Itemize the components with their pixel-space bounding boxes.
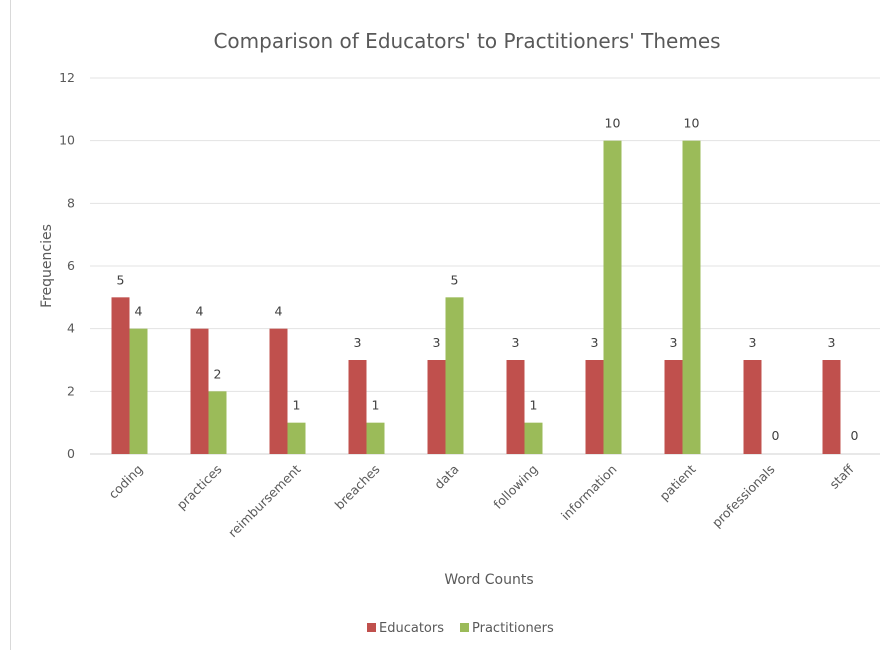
x-axis-categories: coding practices reimbursement breaches data… [105, 461, 856, 540]
data-label: 5 [451, 272, 459, 287]
legend-label-educators: Educators [379, 621, 444, 636]
x-category-label: professionals [709, 462, 778, 531]
data-label: 1 [293, 398, 301, 413]
x-category-label: data [431, 462, 462, 493]
bar-practitioners-reimbursement [287, 422, 306, 454]
data-label: 3 [433, 335, 441, 350]
data-label: 3 [828, 335, 836, 350]
data-label: 10 [605, 116, 621, 131]
y-tick-label: 2 [67, 383, 75, 398]
bars [111, 140, 841, 454]
legend-label-practitioners: Practitioners [472, 621, 554, 636]
data-label: 4 [196, 304, 204, 319]
bar-educators-data [427, 360, 446, 454]
chart-title: Comparison of Educators' to Practitioner… [213, 29, 720, 53]
data-label: 10 [684, 116, 700, 131]
bar-educators-professionals [743, 360, 762, 454]
data-label: 2 [214, 366, 222, 381]
bar-practitioners-practices [208, 391, 227, 454]
x-category-label: reimbursement [225, 461, 304, 540]
x-category-label: staff [826, 461, 856, 491]
bar-practitioners-information [603, 140, 622, 454]
y-tick-label: 12 [59, 70, 75, 85]
bar-educators-information [585, 360, 604, 454]
data-label: 1 [372, 398, 380, 413]
data-label: 3 [670, 335, 678, 350]
data-label: 3 [749, 335, 757, 350]
x-category-label: information [558, 462, 620, 524]
x-category-label: following [490, 462, 540, 512]
data-label: 1 [530, 398, 538, 413]
bar-practitioners-data [445, 297, 464, 454]
data-label: 0 [851, 428, 859, 443]
y-axis-title: Frequencies [39, 224, 55, 308]
bar-practitioners-breaches [366, 422, 385, 454]
x-category-label: coding [105, 462, 145, 502]
data-labels: 5 4 4 2 4 1 3 1 3 5 3 1 3 10 3 10 3 0 3 0 [117, 116, 859, 443]
bar-educators-staff [822, 360, 841, 454]
bar-practitioners-patient [682, 140, 701, 454]
x-category-label: breaches [332, 462, 383, 513]
legend: Educators Practitioners [367, 621, 554, 636]
legend-swatch-educators [367, 623, 376, 632]
bar-practitioners-following [524, 422, 543, 454]
bar-practitioners-coding [129, 328, 148, 454]
y-tick-label: 0 [67, 446, 75, 461]
x-category-label: patient [657, 461, 699, 503]
bar-educators-reimbursement [269, 328, 288, 454]
bar-educators-practices [190, 328, 209, 454]
data-label: 3 [354, 335, 362, 350]
data-label: 3 [591, 335, 599, 350]
y-tick-label: 10 [59, 133, 75, 148]
x-axis-title: Word Counts [444, 572, 533, 588]
legend-swatch-practitioners [460, 623, 469, 632]
data-label: 4 [135, 304, 143, 319]
bar-educators-breaches [348, 360, 367, 454]
window-edge-divider [10, 0, 11, 650]
y-tick-label: 8 [67, 195, 75, 210]
x-category-label: practices [174, 462, 225, 513]
data-label: 0 [772, 428, 780, 443]
bar-educators-patient [664, 360, 683, 454]
data-label: 5 [117, 272, 125, 287]
bar-educators-coding [111, 297, 130, 454]
y-tick-label: 6 [67, 258, 75, 273]
bar-educators-following [506, 360, 525, 454]
data-label: 3 [512, 335, 520, 350]
data-label: 4 [275, 304, 283, 319]
y-tick-label: 4 [67, 321, 75, 336]
y-axis-ticks: 0 2 4 6 8 10 12 [59, 70, 75, 461]
